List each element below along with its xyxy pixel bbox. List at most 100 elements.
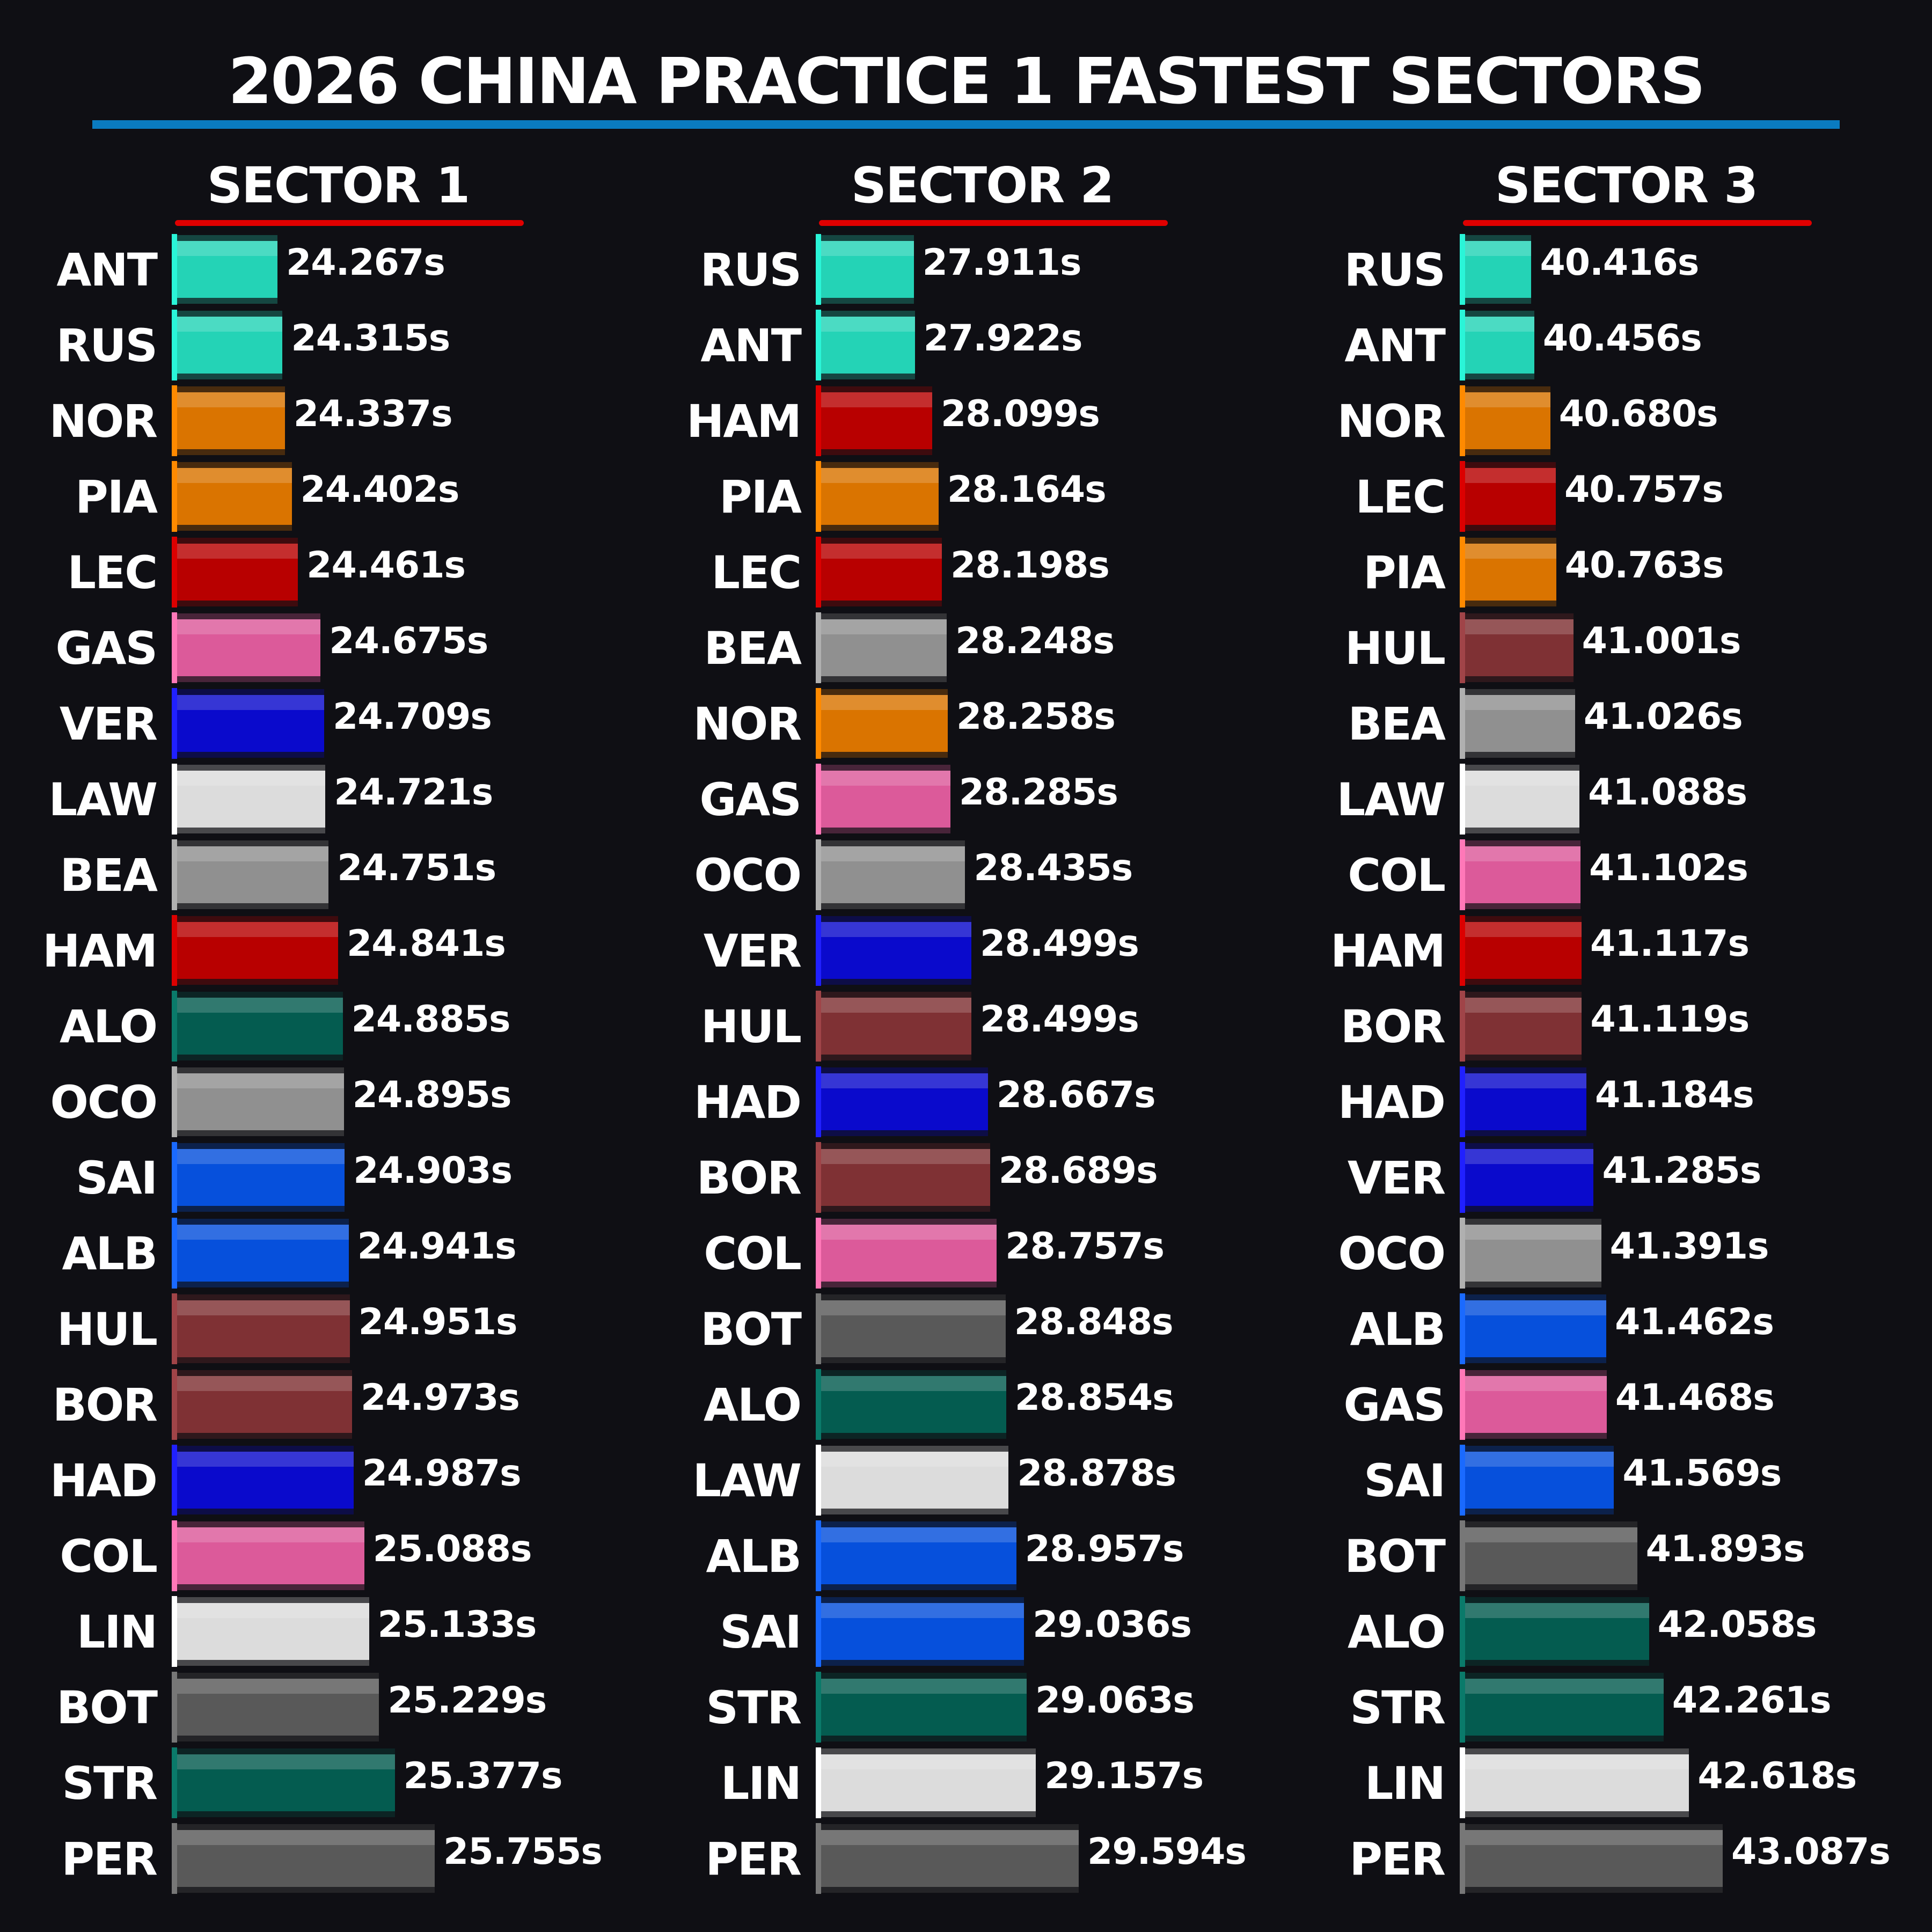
sector-row: NOR 40.680s xyxy=(1288,385,1932,456)
driver-label: OCO xyxy=(694,849,802,902)
time-bar xyxy=(816,991,972,1062)
time-label: 29.063s xyxy=(1035,1679,1195,1722)
time-bar xyxy=(1460,537,1556,608)
driver-label: HAM xyxy=(686,395,802,448)
time-bar xyxy=(816,1218,997,1289)
time-label: 41.088s xyxy=(1588,771,1747,814)
sector-row: SAI 24.903s xyxy=(0,1142,644,1213)
time-label: 28.499s xyxy=(980,923,1139,965)
time-label: 28.878s xyxy=(1017,1452,1176,1495)
driver-label: PIA xyxy=(1363,546,1446,599)
time-bar xyxy=(816,1823,1079,1894)
driver-label: COL xyxy=(60,1530,158,1583)
driver-label: ALO xyxy=(60,1000,158,1053)
page-title: 2026 CHINA PRACTICE 1 FASTEST SECTORS xyxy=(228,44,1706,118)
driver-label: BOT xyxy=(56,1681,158,1734)
sector-row: LEC 40.757s xyxy=(1288,461,1932,532)
driver-label: LAW xyxy=(1336,773,1446,826)
sector-row: GAS 24.675s xyxy=(0,612,644,683)
driver-label: RUS xyxy=(1344,244,1446,296)
sector-title: SECTOR 1 xyxy=(207,157,470,214)
driver-label: GAS xyxy=(699,773,802,826)
driver-label: HUL xyxy=(700,1000,802,1053)
time-bar xyxy=(1460,1142,1594,1213)
time-bar xyxy=(1460,1823,1723,1894)
time-label: 28.757s xyxy=(1005,1225,1165,1268)
sector-row: COL 25.088s xyxy=(0,1520,644,1591)
sector-row: HUL 28.499s xyxy=(644,991,1288,1062)
time-bar xyxy=(816,688,948,759)
sector-row: HAM 28.099s xyxy=(644,385,1288,456)
driver-label: STR xyxy=(1350,1681,1446,1734)
time-bar xyxy=(1460,1293,1607,1364)
time-bar xyxy=(816,234,914,305)
driver-label: NOR xyxy=(1337,395,1446,448)
sector-row: ANT 40.456s xyxy=(1288,310,1932,380)
driver-label: BEA xyxy=(60,849,158,902)
sector-row: LAW 24.721s xyxy=(0,764,644,835)
time-label: 24.987s xyxy=(362,1452,522,1495)
sector-row: BEA 41.026s xyxy=(1288,688,1932,759)
time-label: 28.099s xyxy=(940,393,1100,435)
sector-row: BOT 25.229s xyxy=(0,1672,644,1743)
sector-row: STR 29.063s xyxy=(644,1672,1288,1743)
driver-label: RUS xyxy=(700,244,802,296)
time-bar xyxy=(1460,385,1550,456)
time-label: 28.689s xyxy=(998,1150,1158,1192)
time-label: 28.285s xyxy=(958,771,1118,814)
time-bar xyxy=(1460,1369,1607,1440)
time-label: 25.088s xyxy=(372,1528,532,1570)
sector-row: GAS 41.468s xyxy=(1288,1369,1932,1440)
time-label: 40.416s xyxy=(1540,241,1699,284)
driver-label: SAI xyxy=(720,1606,802,1658)
driver-label: LIN xyxy=(76,1606,158,1658)
driver-label: COL xyxy=(1348,849,1446,902)
driver-label: STR xyxy=(706,1681,802,1734)
driver-label: LAW xyxy=(48,773,158,826)
sector-title: SECTOR 3 xyxy=(1495,157,1758,214)
time-bar xyxy=(816,385,932,456)
sector-row: COL 28.757s xyxy=(644,1218,1288,1289)
time-label: 24.885s xyxy=(351,998,511,1041)
time-label: 28.667s xyxy=(996,1074,1156,1116)
time-label: 24.895s xyxy=(352,1074,512,1116)
time-label: 28.848s xyxy=(1014,1301,1174,1343)
sector-row: ALO 28.854s xyxy=(644,1369,1288,1440)
driver-label: ALB xyxy=(1350,1303,1446,1356)
driver-label: VER xyxy=(1347,1152,1446,1204)
time-label: 28.435s xyxy=(974,847,1133,889)
sector-row: BOR 28.689s xyxy=(644,1142,1288,1213)
time-label: 24.973s xyxy=(360,1377,520,1419)
sector-row: VER 28.499s xyxy=(644,915,1288,986)
time-label: 41.569s xyxy=(1622,1452,1782,1495)
sector-row: HUL 41.001s xyxy=(1288,612,1932,683)
time-bar xyxy=(816,612,947,683)
time-bar xyxy=(816,1596,1024,1667)
sector-row: ALB 24.941s xyxy=(0,1218,644,1289)
sector-row: ALB 28.957s xyxy=(644,1520,1288,1591)
time-bar xyxy=(172,310,283,380)
time-bar xyxy=(816,1747,1036,1818)
time-bar xyxy=(1460,234,1532,305)
time-label: 40.456s xyxy=(1542,317,1702,360)
driver-label: HUL xyxy=(1344,622,1446,675)
time-bar xyxy=(172,1520,364,1591)
time-label: 41.119s xyxy=(1590,998,1750,1041)
time-bar xyxy=(1460,688,1575,759)
time-label: 24.675s xyxy=(329,620,488,662)
time-label: 24.841s xyxy=(346,923,506,965)
time-label: 25.229s xyxy=(387,1679,547,1722)
driver-label: LIN xyxy=(1364,1757,1446,1810)
sector-row: GAS 28.285s xyxy=(644,764,1288,835)
time-bar xyxy=(816,839,965,910)
driver-label: VER xyxy=(59,698,158,750)
time-bar xyxy=(1460,1520,1637,1591)
sector-row: ALO 42.058s xyxy=(1288,1596,1932,1667)
time-bar xyxy=(1460,1747,1689,1818)
time-label: 40.757s xyxy=(1564,469,1724,511)
sector-row: ALO 24.885s xyxy=(0,991,644,1062)
sector-row: PER 43.087s xyxy=(1288,1823,1932,1894)
driver-label: GAS xyxy=(1343,1379,1446,1431)
time-bar xyxy=(172,1066,344,1137)
time-bar xyxy=(172,1445,354,1516)
